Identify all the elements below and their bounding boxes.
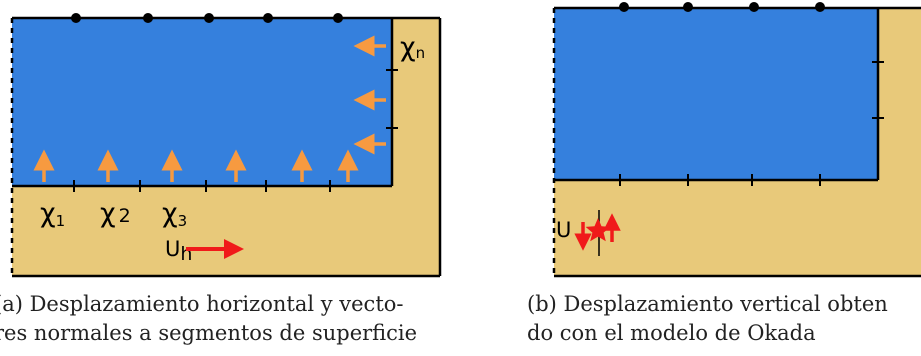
panel-a-outline [10, 16, 442, 278]
source-star-icon [585, 218, 611, 242]
caption-b-line1: (b) Desplazamiento vertical obten [527, 292, 888, 316]
u-label-b: U [556, 218, 571, 242]
surface-dots-b [619, 2, 825, 12]
caption-a-line1: (a) Desplazamiento horizontal y vecto- [0, 292, 404, 316]
chi-n-label: χn [400, 32, 425, 63]
seafloor-ticks-b [619, 174, 821, 186]
panel-b-outline [552, 6, 921, 278]
water-region [12, 18, 392, 186]
caption-a: (a) Desplazamiento horizontal y vecto- r… [0, 290, 417, 348]
caption-b: (b) Desplazamiento vertical obten do con… [527, 290, 888, 348]
surface-dots [71, 13, 343, 23]
normal-arrows-up [33, 149, 359, 182]
caption-a-line2: res normales a segmentos de superficie [0, 321, 418, 345]
chi-1-label: χ1 [40, 198, 65, 230]
panel-b: U [552, 2, 921, 278]
water-region-b [554, 8, 878, 180]
seafloor-ticks [73, 180, 331, 192]
caption-b-line2: do con el modelo de Okada [527, 321, 816, 345]
chi-3-label: χ3 [162, 198, 187, 230]
wall-ticks-b [872, 61, 884, 119]
normal-arrows-left [353, 35, 386, 155]
wall-ticks [386, 69, 398, 129]
